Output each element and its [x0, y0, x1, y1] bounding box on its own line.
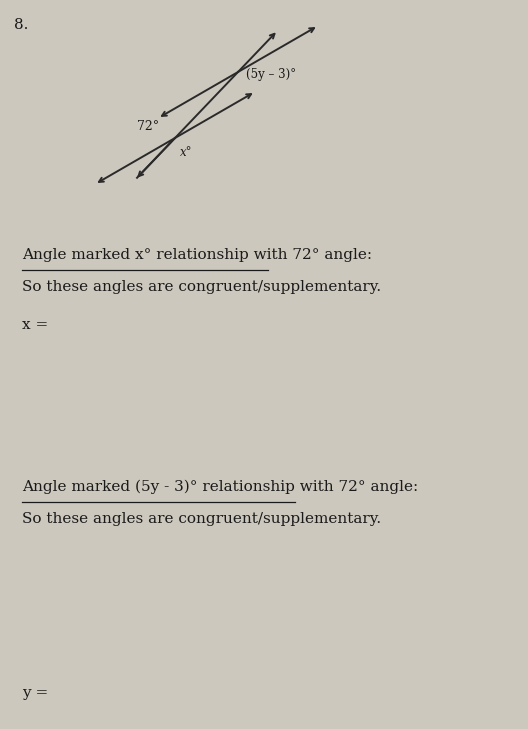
- Text: So these angles are congruent/supplementary.: So these angles are congruent/supplement…: [22, 512, 381, 526]
- Text: x°: x°: [180, 146, 193, 159]
- Text: Angle marked (5y - 3)° relationship with 72° angle:: Angle marked (5y - 3)° relationship with…: [22, 480, 418, 494]
- Text: (5y – 3)°: (5y – 3)°: [246, 68, 296, 80]
- Text: x =: x =: [22, 318, 48, 332]
- Text: 72°: 72°: [137, 120, 159, 133]
- Text: So these angles are congruent/supplementary.: So these angles are congruent/supplement…: [22, 280, 381, 294]
- Text: 8.: 8.: [14, 18, 29, 32]
- Text: Angle marked x° relationship with 72° angle:: Angle marked x° relationship with 72° an…: [22, 248, 372, 262]
- Text: y =: y =: [22, 686, 48, 700]
